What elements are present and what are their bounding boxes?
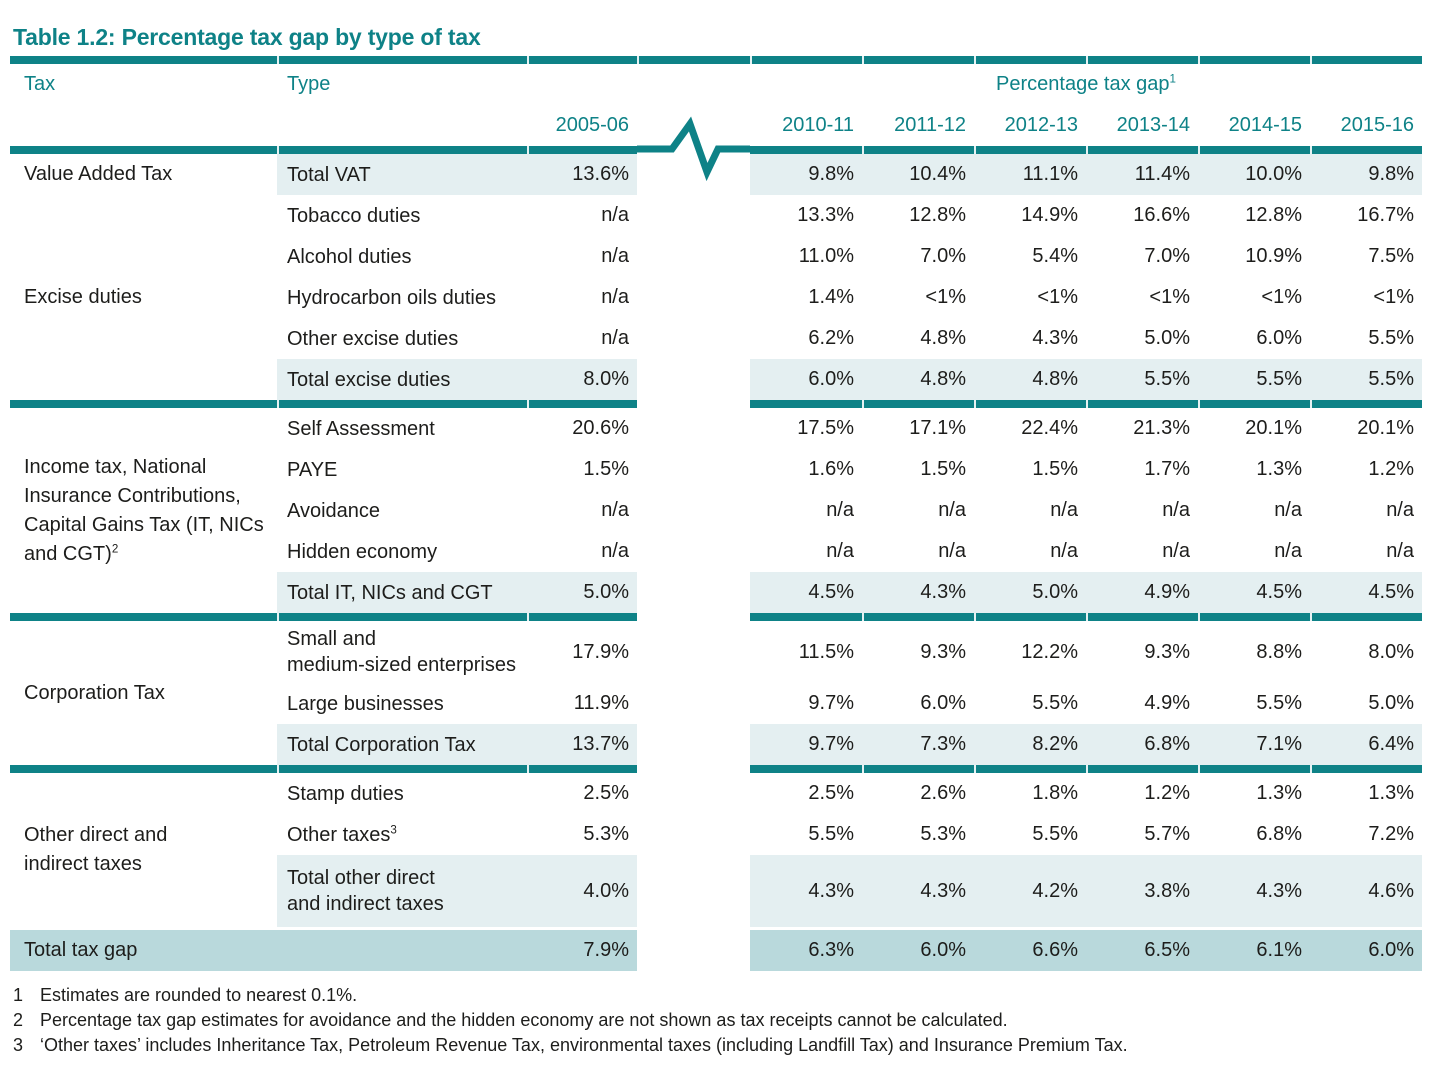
column-header-2010-11: 2010-11 xyxy=(782,113,854,136)
column-header-2011-12: 2011-12 xyxy=(894,113,966,136)
tax-group-other: Other direct and indirect taxes xyxy=(24,824,168,875)
footnotes: 1 Estimates are rounded to nearest 0.1%.… xyxy=(13,986,1128,1061)
column-header-2012-13: 2012-13 xyxy=(1004,113,1078,136)
column-header-2013-14: 2013-14 xyxy=(1116,113,1190,136)
section-rule xyxy=(10,400,1422,408)
row-total-other: Total other direct and indirect taxes 4.… xyxy=(10,855,1422,927)
total-tax-gap-label: Total tax gap xyxy=(10,927,527,971)
row-total-vat: Value Added Tax Total VAT 13.6% 9.8% 10.… xyxy=(10,154,1422,195)
row-stamp-duties: Other direct and indirect taxes Stamp du… xyxy=(10,773,1422,875)
header-row-years: 2005-06 2010-11 2011-12 2012-13 2013-14 … xyxy=(10,104,1422,146)
footnote-marker-1: 1 xyxy=(1169,71,1176,85)
row-other-excise-duties: Other excise duties n/a 6.2% 4.8% 4.3% 5… xyxy=(10,318,1422,359)
tax-group-excise: Excise duties xyxy=(24,286,142,308)
column-header-tax: Tax xyxy=(24,72,56,95)
tax-group-vat: Value Added Tax xyxy=(24,163,173,185)
tax-gap-table: Tax Type Percentage tax gap1 2005-06 201… xyxy=(10,56,1422,971)
header-rule-with-break xyxy=(10,116,1422,182)
row-avoidance: Avoidance n/a n/a n/a n/a n/a n/a n/a xyxy=(10,490,1422,531)
row-alcohol-duties: Alcohol duties n/a 11.0% 7.0% 5.4% 7.0% … xyxy=(10,236,1422,277)
column-header-2005-06: 2005-06 xyxy=(555,113,629,136)
row-tobacco-duties: Excise duties Tobacco duties n/a 13.3% 1… xyxy=(10,195,1422,308)
footnote-marker-3: 3 xyxy=(390,822,397,836)
column-header-group: Percentage tax gap1 xyxy=(996,71,1176,95)
footnote-marker-2: 2 xyxy=(111,541,119,555)
row-hidden-economy: Hidden economy n/a n/a n/a n/a n/a n/a n… xyxy=(10,531,1422,572)
series-break-zigzag-icon xyxy=(637,116,750,182)
footnote-3: 3 ‘Other taxes’ includes Inheritance Tax… xyxy=(13,1035,1128,1055)
column-header-2014-15: 2014-15 xyxy=(1228,113,1302,136)
footnote-2: 2 Percentage tax gap estimates for avoid… xyxy=(13,1010,1008,1030)
header-row-1: Tax Type Percentage tax gap1 xyxy=(10,64,1422,104)
row-total-corporation-tax: Total Corporation Tax 13.7% 9.7% 7.3% 8.… xyxy=(10,724,1422,765)
row-large-businesses: Large businesses 11.9% 9.7% 6.0% 5.5% 4.… xyxy=(10,683,1422,724)
table-top-rule xyxy=(10,56,1422,64)
tax-group-it-nics-cgt: Income tax, National Insurance Contribut… xyxy=(24,455,264,565)
page-title: Table 1.2: Percentage tax gap by type of… xyxy=(13,24,481,50)
row-paye: PAYE 1.5% 1.6% 1.5% 1.5% 1.7% 1.3% 1.2% xyxy=(10,449,1422,490)
footnote-1: 1 Estimates are rounded to nearest 0.1%. xyxy=(13,985,358,1005)
row-hydrocarbon-oils-duties: Hydrocarbon oils duties n/a 1.4% <1% <1%… xyxy=(10,277,1422,318)
tax-group-corporation-tax: Corporation Tax xyxy=(24,681,165,704)
section-rule xyxy=(10,613,1422,621)
column-header-type: Type xyxy=(287,72,331,95)
row-total-tax-gap: Total tax gap 7.9% 6.3% 6.0% 6.6% 6.5% 6… xyxy=(10,927,1422,971)
section-rule xyxy=(10,765,1422,773)
row-self-assessment: Income tax, National Insurance Contribut… xyxy=(10,408,1422,565)
row-other-taxes: Other taxes3 5.3% 5.5% 5.3% 5.5% 5.7% 6.… xyxy=(10,814,1422,855)
row-sme: Corporation Tax Small and medium-sized e… xyxy=(10,621,1422,704)
row-total-it-nics-cgt: Total IT, NICs and CGT 5.0% 4.5% 4.3% 5.… xyxy=(10,572,1422,613)
column-header-2015-16: 2015-16 xyxy=(1340,113,1414,136)
row-total-excise-duties: Total excise duties 8.0% 6.0% 4.8% 4.8% … xyxy=(10,359,1422,400)
